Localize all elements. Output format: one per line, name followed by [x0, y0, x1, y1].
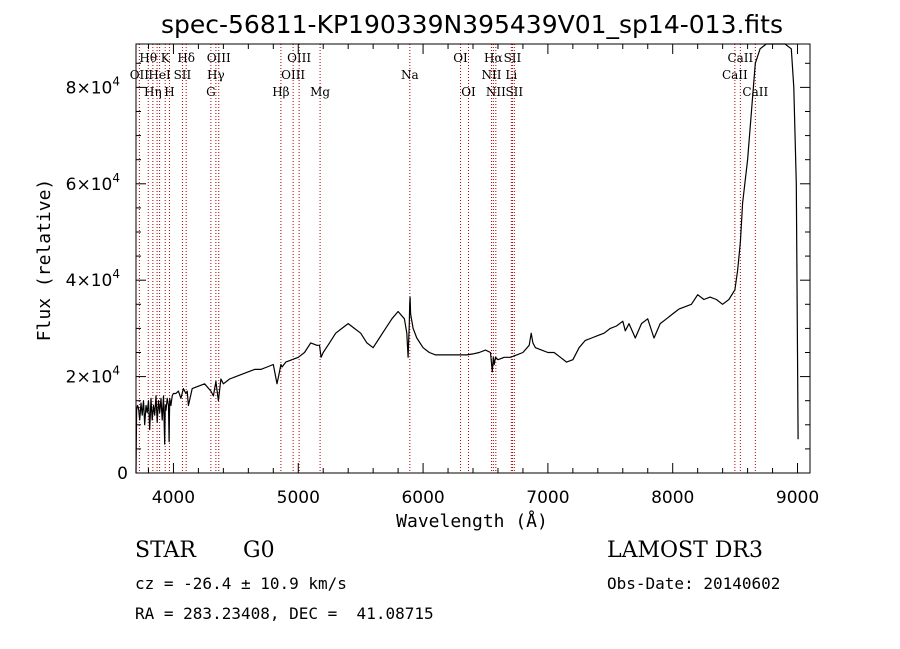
- y-axis-label: Flux (relative): [34, 179, 55, 342]
- spectral-line-label: HeI: [148, 68, 171, 82]
- spectral-line-label: Hβ: [272, 85, 289, 99]
- spectral-line-label: CaII: [722, 68, 748, 82]
- spectral-line-label: OII: [130, 68, 150, 82]
- spectral-line-label: Hα: [484, 51, 503, 65]
- spectral-line-label: Li: [505, 68, 517, 82]
- spectral-line-label: OIII: [281, 68, 305, 82]
- object-subclass: G0: [243, 538, 275, 563]
- x-tick-label: 5000: [277, 488, 320, 508]
- spectral-line-label: OIII: [207, 51, 231, 65]
- spectral-line-label: Na: [401, 68, 419, 82]
- spectral-line-label: Hδ: [177, 51, 195, 65]
- chart-title: spec-56811-KP190339N395439V01_sp14-013.f…: [161, 10, 783, 39]
- spectral-line-label: CaII: [727, 51, 753, 65]
- y-tick-label: 2×104: [66, 364, 120, 388]
- spectral-line-label: Hθ: [139, 51, 157, 65]
- spectral-line-label: SII: [174, 68, 192, 82]
- survey-name: LAMOST DR3: [607, 538, 763, 563]
- y-tick-label: 0: [117, 464, 128, 484]
- spectral-line-label: H: [164, 85, 174, 99]
- spectral-line-label: Hη: [144, 85, 162, 99]
- axis-ticks: 4000 5000 6000 7000 8000 9000 0 2×104 4×104 6×104…: [66, 44, 819, 508]
- x-tick-label: 4000: [152, 488, 195, 508]
- redshift-cz: cz = -26.4 ± 10.9 km/s: [135, 574, 347, 593]
- spectral-line-label: CaII: [742, 85, 768, 99]
- spectral-line-label: OIII: [287, 51, 311, 65]
- spectral-line-label: SII: [505, 85, 523, 99]
- spectral-line-label: OI: [461, 85, 476, 99]
- coordinates: RA = 283.23408, DEC = 41.08715: [135, 604, 434, 623]
- x-tick-label: 8000: [651, 488, 694, 508]
- spectral-line-label: OI: [453, 51, 468, 65]
- y-tick-label: 6×104: [66, 171, 120, 195]
- x-tick-label: 7000: [526, 488, 569, 508]
- spectral-line-label: SII: [504, 51, 522, 65]
- obs-date: Obs-Date: 20140602: [607, 574, 781, 593]
- spectral-line-label: K: [161, 51, 171, 65]
- x-tick-label: 9000: [776, 488, 819, 508]
- x-axis-label: Wavelength (Å): [396, 510, 548, 532]
- spectral-line-label: Mg: [310, 85, 330, 99]
- flux-line: [135, 43, 799, 474]
- spectral-line-label: NII: [486, 85, 506, 99]
- spectral-line-label: Hγ: [207, 68, 225, 82]
- spectral-line-label: NII: [481, 68, 501, 82]
- flux-series: [135, 43, 799, 474]
- spectral-line-label: G: [206, 85, 216, 99]
- x-tick-label: 6000: [401, 488, 444, 508]
- object-class: STAR: [135, 538, 196, 563]
- y-tick-label: 4×104: [66, 267, 120, 291]
- y-tick-label: 8×104: [66, 74, 120, 98]
- plot-frame: [135, 43, 811, 474]
- spectral-line-markers: [138, 44, 756, 473]
- spectral-line-labels: OIIHθHηHeIKHSIIHδGHγOIIIHβOIIIOIIIMgNaOI…: [130, 51, 769, 99]
